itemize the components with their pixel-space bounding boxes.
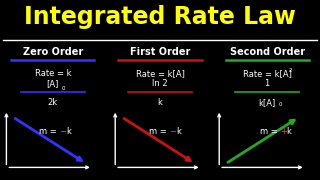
Text: Rate = k: Rate = k xyxy=(35,69,71,78)
Text: ln 2: ln 2 xyxy=(152,79,168,88)
Text: Integrated Rate Law: Integrated Rate Law xyxy=(24,5,296,29)
Text: k: k xyxy=(177,127,181,136)
Text: +: + xyxy=(280,127,287,136)
Text: Rate = k[A]: Rate = k[A] xyxy=(136,69,184,78)
Text: Rate = k[A]: Rate = k[A] xyxy=(243,69,292,78)
Text: m =: m = xyxy=(260,127,280,136)
Text: 2k: 2k xyxy=(48,98,58,107)
Text: −: − xyxy=(170,127,177,136)
Text: k[A]: k[A] xyxy=(259,98,276,107)
Text: k: k xyxy=(66,127,71,136)
Text: m =: m = xyxy=(149,127,170,136)
Text: Second Order: Second Order xyxy=(230,47,305,57)
Text: [A]: [A] xyxy=(47,79,59,88)
Text: k: k xyxy=(157,98,163,107)
Text: 0: 0 xyxy=(279,102,282,107)
Text: m =: m = xyxy=(39,127,59,136)
Text: Zero Order: Zero Order xyxy=(23,47,83,57)
Text: −: − xyxy=(59,127,66,136)
Text: 1: 1 xyxy=(265,79,270,88)
Text: First Order: First Order xyxy=(130,47,190,57)
Text: 0: 0 xyxy=(61,86,65,91)
Text: 2: 2 xyxy=(289,68,292,73)
Text: k: k xyxy=(286,127,291,136)
